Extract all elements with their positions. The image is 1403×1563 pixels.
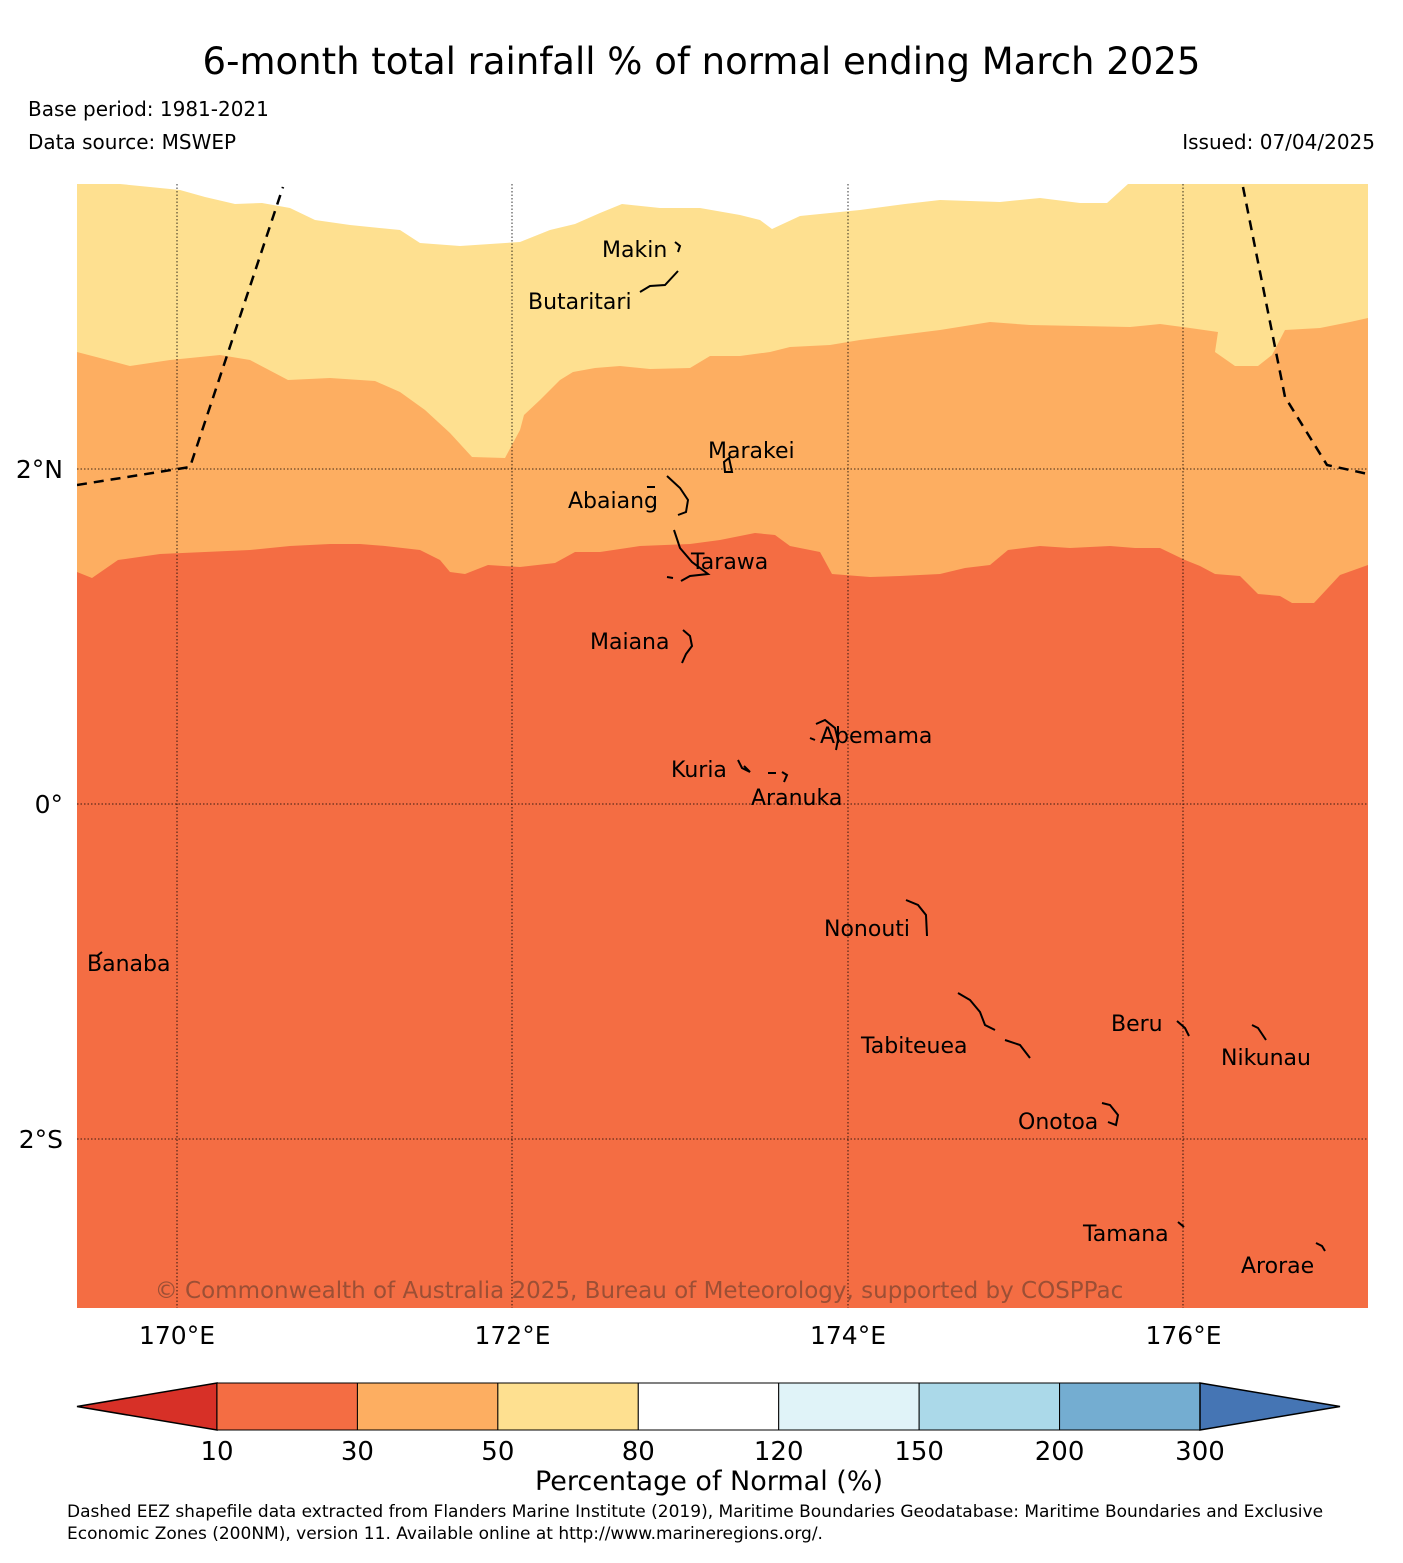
colorbar-extend-high — [1199, 1382, 1341, 1431]
colorbar-extend-low — [76, 1382, 218, 1431]
beru-outline — [1176, 1020, 1190, 1037]
aranuka-outline — [768, 771, 789, 783]
island-label-onotoa: Onotoa — [1018, 1110, 1098, 1135]
colorbar-cell — [497, 1382, 639, 1431]
colorbar-tick-label: 50 — [481, 1437, 514, 1467]
island-label-kuria: Kuria — [671, 758, 727, 783]
marakei-outline — [722, 456, 734, 473]
banaba-outline — [96, 951, 103, 957]
island-label-makin: Makin — [602, 238, 667, 263]
eez-boundary — [77, 186, 1368, 487]
island-labels: Makin Butaritari Marakei Abaiang Tarawa Maian… — [87, 238, 1314, 1279]
island-label-abemama: Abemama — [820, 724, 932, 749]
lon-label: 170°E — [139, 1321, 215, 1350]
island-label-aranuka: Aranuka — [751, 786, 842, 811]
colorbar-cell — [637, 1382, 780, 1431]
island-label-abaiang: Abaiang — [568, 489, 658, 514]
nonouti-outline — [905, 899, 928, 937]
colorbar-tick-label: 150 — [894, 1437, 944, 1467]
island-label-banaba: Banaba — [87, 952, 170, 977]
latitude-labels: 2°N 0° 2°S — [16, 455, 63, 1154]
lat-label: 2°S — [19, 1125, 63, 1154]
rainfall-map: Makin Butaritari Marakei Abaiang Tarawa Maian… — [16, 184, 1368, 1350]
longitude-labels: 170°E 172°E 174°E 176°E — [139, 1321, 1222, 1350]
map-title: 6-month total rainfall % of normal endin… — [202, 40, 1201, 83]
footnote-text: Dashed EEZ shapefile data extracted from… — [67, 1502, 1324, 1544]
arorae-outline — [1315, 1242, 1326, 1252]
colorbar-tick-label: 30 — [341, 1437, 374, 1467]
colorbar-tick-label: 10 — [200, 1437, 233, 1467]
colorbar-tick-labels: 10 30 50 80 120 150 200 300 — [200, 1437, 1224, 1467]
colorbar-cells — [76, 1382, 1341, 1431]
island-label-nonouti: Nonouti — [824, 917, 910, 942]
island-label-arorae: Arorae — [1241, 1254, 1314, 1279]
lat-label: 0° — [35, 790, 63, 819]
lon-label: 176°E — [1145, 1321, 1221, 1350]
data-source-text: Data source: MSWEP — [28, 130, 237, 154]
colorbar-tick-label: 200 — [1035, 1437, 1085, 1467]
copyright-text: © Commonwealth of Australia 2025, Bureau… — [155, 1278, 1124, 1304]
island-label-tamana: Tamana — [1082, 1222, 1169, 1247]
base-period-text: Base period: 1981-2021 — [28, 97, 269, 121]
onotoa-outline — [1101, 1102, 1120, 1127]
lat-label: 2°N — [16, 455, 63, 484]
colorbar-cell — [918, 1382, 1061, 1431]
issued-date-text: Issued: 07/04/2025 — [1182, 130, 1375, 154]
colorbar-label: Percentage of Normal (%) — [535, 1466, 883, 1497]
lon-label: 174°E — [810, 1321, 886, 1350]
island-label-butaritari: Butaritari — [528, 290, 632, 315]
lon-label: 172°E — [474, 1321, 550, 1350]
colorbar-cell — [356, 1382, 499, 1431]
maiana-outline — [681, 629, 694, 664]
butaritari-outline — [639, 270, 679, 293]
abaiang-outline — [647, 475, 690, 516]
tarawa-outline — [666, 529, 711, 582]
tamana-outline — [1177, 1221, 1185, 1228]
kuria-outline — [737, 759, 751, 773]
graticule — [77, 184, 1368, 1308]
island-outlines — [96, 241, 1326, 1252]
island-label-beru: Beru — [1111, 1012, 1163, 1037]
colorbar-cell — [778, 1382, 920, 1431]
abemama-outline — [809, 718, 840, 751]
colorbar-cell — [1059, 1382, 1201, 1431]
colorbar-tick-label: 300 — [1175, 1437, 1225, 1467]
colorbar-tick-label: 120 — [754, 1437, 804, 1467]
colorbar-cell — [216, 1382, 358, 1431]
island-label-marakei: Marakei — [708, 439, 795, 464]
band-10-30 — [77, 533, 1368, 1308]
colorbar-tick-label: 80 — [622, 1437, 655, 1467]
island-label-nikunau: Nikunau — [1221, 1046, 1311, 1071]
island-label-tarawa: Tarawa — [690, 550, 768, 575]
island-label-maiana: Maiana — [590, 630, 669, 655]
makin-outline — [674, 241, 682, 253]
tabiteuea-outline — [957, 992, 1031, 1059]
island-label-tabiteuea: Tabiteuea — [860, 1034, 967, 1059]
nikunau-outline — [1251, 1024, 1267, 1041]
